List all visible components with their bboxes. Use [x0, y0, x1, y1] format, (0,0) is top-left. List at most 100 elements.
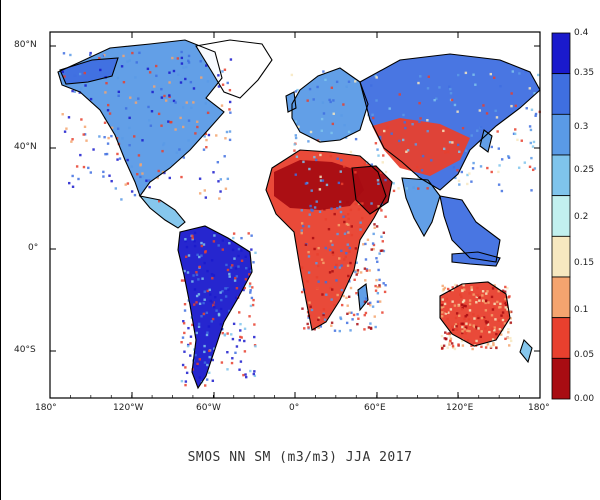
speckle — [525, 107, 528, 110]
speckle — [150, 110, 154, 113]
speckle — [453, 103, 457, 107]
speckle — [223, 334, 227, 337]
speckle — [230, 240, 233, 243]
speckle — [320, 258, 324, 261]
speckle — [249, 369, 252, 373]
speckle — [477, 316, 480, 320]
speckle — [309, 130, 313, 134]
speckle — [501, 328, 505, 332]
speckle — [318, 188, 322, 191]
speckle — [421, 154, 425, 158]
speckle — [308, 301, 311, 304]
speckle — [319, 325, 323, 328]
speckle — [374, 289, 378, 292]
speckle — [440, 334, 444, 338]
speckle — [462, 283, 465, 287]
speckle — [330, 131, 333, 135]
speckle — [254, 345, 257, 348]
speckle — [463, 328, 466, 331]
speckle — [426, 119, 429, 122]
speckle — [509, 339, 513, 343]
speckle — [126, 182, 130, 185]
speckle — [501, 318, 505, 322]
speckle — [339, 317, 343, 321]
coastline-south-america — [177, 225, 253, 390]
speckle — [451, 288, 454, 292]
speckle — [482, 104, 485, 107]
speckle — [183, 331, 186, 335]
speckle — [462, 288, 466, 291]
speckle — [500, 333, 503, 336]
axis-ticks — [49, 32, 541, 398]
speckle — [374, 284, 377, 288]
speckle — [507, 156, 511, 159]
speckle — [243, 327, 247, 330]
speckle — [367, 326, 371, 329]
speckle — [244, 255, 247, 258]
colorbar-label: 0.3 — [574, 122, 589, 132]
speckle — [461, 300, 465, 304]
speckle — [181, 363, 185, 367]
lon-tick-label: 120°W — [113, 403, 144, 413]
speckle — [221, 70, 224, 73]
speckle — [191, 236, 194, 240]
speckle — [290, 73, 294, 77]
speckle — [337, 181, 341, 185]
colorbar-label: 0.25 — [574, 165, 595, 175]
speckle — [476, 129, 479, 132]
speckle — [231, 337, 235, 341]
speckle — [494, 318, 497, 321]
speckle — [180, 379, 184, 383]
speckle — [426, 187, 429, 190]
speckle — [307, 271, 311, 274]
speckle — [499, 302, 502, 306]
speckle — [221, 331, 224, 335]
speckle — [181, 336, 185, 339]
speckle — [228, 100, 232, 104]
colorbar-label: 0.4 — [574, 28, 589, 38]
speckle — [73, 90, 76, 93]
speckle — [418, 101, 421, 105]
speckle — [377, 154, 380, 157]
speckle — [448, 291, 451, 294]
speckle — [196, 362, 199, 366]
speckle — [224, 295, 228, 298]
speckle — [172, 69, 176, 73]
speckle — [346, 213, 350, 216]
speckle — [453, 304, 457, 307]
speckle — [347, 217, 350, 221]
colorbar-label: 0.05 — [574, 350, 595, 360]
speckle — [212, 274, 216, 277]
speckle — [63, 75, 66, 78]
speckle — [369, 303, 372, 307]
speckle — [195, 294, 199, 298]
speckle — [367, 302, 370, 305]
speckle — [194, 353, 197, 357]
speckle — [180, 341, 183, 344]
speckle — [139, 163, 142, 166]
speckle — [354, 80, 357, 83]
speckle — [202, 243, 206, 246]
speckle — [187, 59, 190, 63]
region-madagascar — [358, 284, 368, 310]
speckle — [381, 161, 384, 164]
region-alaska — [60, 58, 118, 84]
speckle — [473, 325, 476, 329]
speckle — [501, 289, 505, 292]
speckle — [357, 317, 360, 320]
speckle — [80, 118, 83, 121]
speckle — [458, 150, 461, 153]
speckle — [148, 119, 151, 122]
speckle — [319, 153, 322, 157]
lat-tick-label: 40°N — [14, 142, 37, 152]
speckle — [355, 291, 358, 295]
speckle — [347, 231, 350, 234]
speckle — [315, 262, 318, 265]
speckle — [317, 280, 320, 283]
speckle — [461, 344, 465, 347]
speckle — [174, 101, 177, 104]
speckle — [464, 315, 467, 318]
colorbar-label: 0.00 — [574, 394, 595, 404]
speckle — [365, 269, 369, 272]
coastline-central-america — [138, 195, 186, 229]
